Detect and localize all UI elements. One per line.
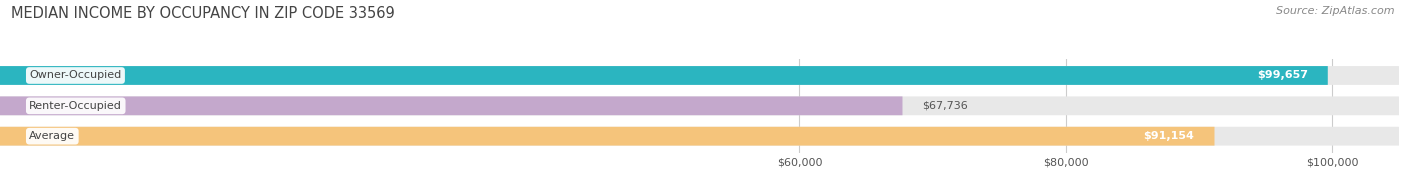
FancyBboxPatch shape bbox=[0, 66, 1399, 85]
Text: MEDIAN INCOME BY OCCUPANCY IN ZIP CODE 33569: MEDIAN INCOME BY OCCUPANCY IN ZIP CODE 3… bbox=[11, 6, 395, 21]
FancyBboxPatch shape bbox=[0, 127, 1215, 146]
FancyBboxPatch shape bbox=[0, 96, 1399, 115]
Text: $99,657: $99,657 bbox=[1257, 71, 1308, 81]
Text: Renter-Occupied: Renter-Occupied bbox=[30, 101, 122, 111]
FancyBboxPatch shape bbox=[0, 127, 1399, 146]
Text: $91,154: $91,154 bbox=[1143, 131, 1195, 141]
FancyBboxPatch shape bbox=[0, 96, 903, 115]
Text: $67,736: $67,736 bbox=[922, 101, 969, 111]
FancyBboxPatch shape bbox=[0, 66, 1327, 85]
Text: Source: ZipAtlas.com: Source: ZipAtlas.com bbox=[1277, 6, 1395, 16]
Text: Owner-Occupied: Owner-Occupied bbox=[30, 71, 121, 81]
Text: Average: Average bbox=[30, 131, 76, 141]
